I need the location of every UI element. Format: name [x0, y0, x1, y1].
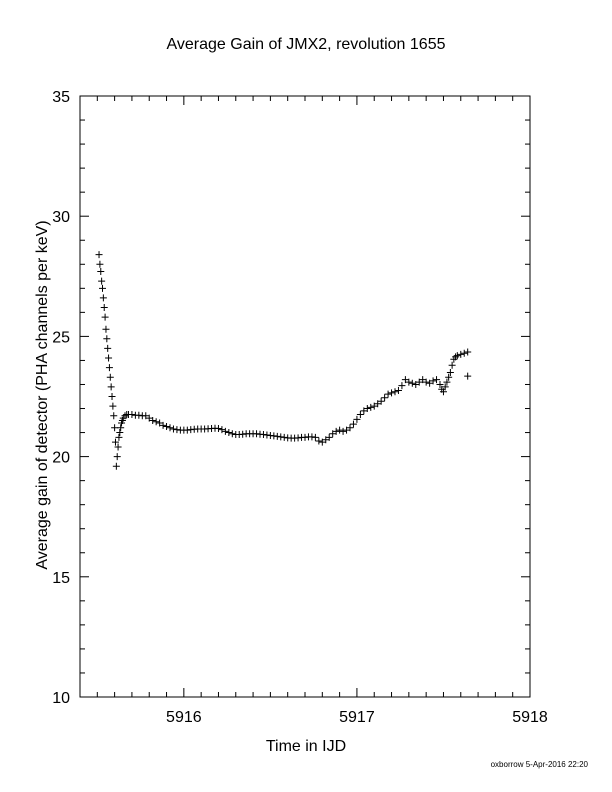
y-tick-label: 20 [52, 450, 70, 467]
data-point [433, 376, 441, 384]
data-point [111, 424, 119, 432]
data-point [398, 382, 406, 390]
data-point [446, 368, 454, 376]
x-tick-label: 5918 [512, 709, 548, 726]
data-point [381, 394, 389, 402]
data-point [163, 423, 171, 431]
data-point [102, 325, 110, 333]
data-point [107, 383, 115, 391]
data-point [114, 443, 122, 451]
data-point [457, 350, 465, 358]
axis-tick-labels: 5916 5917 5918 10 15 20 25 30 35 [52, 89, 548, 726]
data-point [464, 348, 472, 356]
data-point [388, 389, 396, 397]
data-point [105, 354, 113, 362]
data-point [408, 379, 416, 387]
data-point [214, 424, 222, 432]
data-point [99, 284, 106, 292]
data-point [159, 421, 167, 429]
y-tick-label: 35 [52, 89, 70, 106]
data-point [97, 267, 105, 275]
data-point [149, 417, 157, 425]
data-point [311, 433, 319, 441]
data-point [339, 427, 347, 435]
data-point [332, 427, 340, 435]
data-point [460, 349, 468, 357]
x-axis-label: Time in IJD [265, 738, 347, 755]
data-point [353, 415, 361, 423]
data-point [95, 251, 103, 259]
data-point [112, 462, 120, 470]
x-tick-label: 5917 [339, 709, 375, 726]
plot-frame [79, 95, 531, 698]
data-point [384, 390, 392, 398]
data-point [336, 426, 344, 434]
data-point [225, 429, 233, 437]
data-point [346, 424, 354, 432]
data-point [448, 361, 456, 369]
data-point [218, 426, 226, 434]
data-point [367, 403, 375, 411]
data-point [377, 397, 385, 405]
data-point [363, 405, 371, 413]
data-point [169, 425, 177, 433]
data-point [96, 260, 104, 268]
data-point [116, 429, 124, 437]
data-point [110, 412, 118, 420]
data-point [109, 402, 117, 410]
data-point [100, 304, 108, 312]
data-point [453, 352, 461, 360]
data-point [103, 335, 111, 343]
data-point [128, 411, 136, 419]
data-point [98, 277, 106, 285]
data-point [356, 411, 364, 419]
data-point [99, 294, 107, 302]
data-point [405, 378, 413, 386]
data-point [108, 393, 116, 400]
data-point [221, 427, 229, 435]
data-point [391, 388, 399, 396]
y-tick-label: 10 [52, 690, 70, 707]
data-point [113, 453, 121, 461]
data-point [315, 437, 323, 445]
data-point [106, 373, 114, 381]
data-points [95, 251, 472, 470]
data-point [111, 438, 119, 446]
data-point [166, 424, 174, 432]
data-point [104, 344, 112, 352]
y-tick-label: 25 [52, 329, 70, 346]
chart-title: Average Gain of JMX2, revolution 1655 [166, 36, 446, 53]
data-point [325, 433, 333, 441]
data-point [443, 378, 451, 386]
data-point [464, 372, 472, 380]
data-point [152, 418, 160, 426]
y-tick-label: 15 [52, 570, 70, 587]
y-tick-label: 30 [52, 209, 70, 226]
data-point [349, 420, 357, 428]
data-point [228, 430, 236, 438]
data-point [445, 373, 453, 381]
data-point [436, 380, 444, 388]
data-point [121, 412, 129, 420]
data-point [117, 424, 125, 432]
axis-ticks [79, 95, 531, 698]
x-tick-label: 5916 [166, 709, 202, 726]
data-point [452, 353, 460, 361]
footer-stamp: oxborrow 5-Apr-2016 22:20 [490, 760, 588, 769]
data-point [394, 386, 402, 394]
data-point [115, 433, 123, 441]
data-point [105, 364, 113, 372]
data-point [429, 377, 437, 385]
data-point [441, 383, 449, 391]
data-point [439, 388, 447, 396]
data-point [422, 378, 430, 386]
y-axis-label: Average gain of detector (PHA channels p… [34, 220, 51, 570]
data-point [101, 313, 109, 321]
